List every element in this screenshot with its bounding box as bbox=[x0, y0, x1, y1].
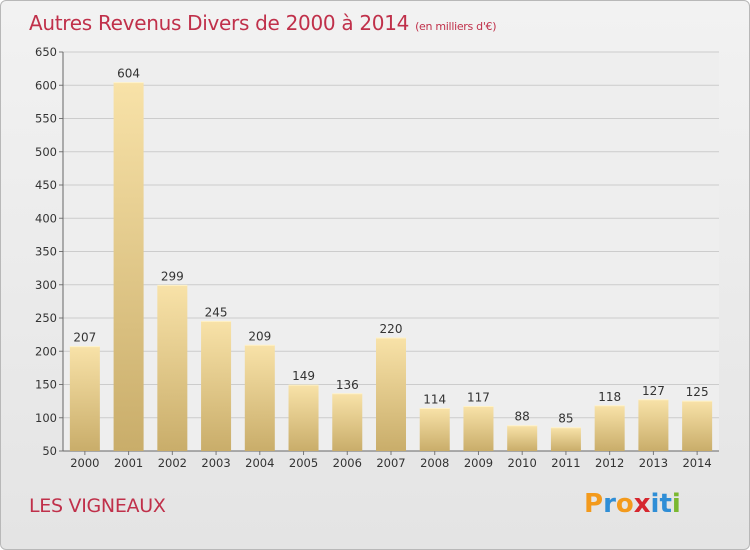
bar-value-label: 299 bbox=[161, 269, 184, 283]
logo-letter: i bbox=[650, 489, 660, 519]
x-tick-label: 2009 bbox=[464, 456, 493, 470]
bar-value-label: 88 bbox=[515, 410, 530, 424]
bar bbox=[201, 321, 232, 451]
x-tick-label: 2014 bbox=[682, 456, 711, 470]
bar bbox=[638, 399, 669, 451]
y-tick-label: 600 bbox=[35, 78, 57, 92]
bar-value-label: 149 bbox=[292, 369, 315, 383]
y-tick-label: 150 bbox=[35, 378, 57, 392]
bar-value-label: 127 bbox=[642, 384, 665, 398]
bar bbox=[244, 345, 275, 451]
bar-value-label: 85 bbox=[558, 412, 573, 426]
y-tick-label: 400 bbox=[35, 211, 57, 225]
y-tick-label: 550 bbox=[35, 112, 57, 126]
bar bbox=[419, 408, 450, 451]
y-tick-label: 300 bbox=[35, 278, 57, 292]
chart-title: Autres Revenus Divers de 2000 à 2014 (en … bbox=[29, 11, 497, 35]
x-tick-label: 2007 bbox=[376, 456, 405, 470]
bar-value-label: 209 bbox=[248, 329, 271, 343]
x-tick-label: 2006 bbox=[333, 456, 362, 470]
bar-value-label: 245 bbox=[205, 305, 228, 319]
logo-letter: x bbox=[633, 489, 651, 519]
y-tick-label: 200 bbox=[35, 344, 57, 358]
bar bbox=[113, 82, 144, 451]
logo-letter: P bbox=[584, 489, 604, 519]
bar-value-label: 125 bbox=[686, 385, 709, 399]
logo-letter: t bbox=[659, 489, 672, 519]
bar bbox=[594, 405, 625, 451]
chart-subtitle: (en milliers d'€) bbox=[415, 20, 497, 33]
x-tick-label: 2005 bbox=[289, 456, 318, 470]
y-tick-label: 650 bbox=[35, 45, 57, 59]
bar bbox=[69, 346, 100, 451]
x-tick-label: 2012 bbox=[595, 456, 624, 470]
x-tick-label: 2008 bbox=[420, 456, 449, 470]
bar-value-label: 220 bbox=[380, 322, 403, 336]
x-tick-label: 2001 bbox=[114, 456, 143, 470]
bar-value-label: 117 bbox=[467, 390, 490, 404]
bar bbox=[332, 393, 363, 451]
y-tick-label: 350 bbox=[35, 245, 57, 259]
bar-value-label: 136 bbox=[336, 378, 359, 392]
proxiti-logo: Proxiti bbox=[584, 489, 681, 519]
location-label: LES VIGNEAUX bbox=[29, 495, 166, 517]
chart-title-text: Autres Revenus Divers de 2000 à 2014 bbox=[29, 11, 410, 35]
bar-value-label: 207 bbox=[73, 331, 96, 345]
bar-value-label: 118 bbox=[598, 390, 621, 404]
bar-value-label: 604 bbox=[117, 67, 140, 81]
bar bbox=[682, 401, 713, 451]
x-tick-label: 2003 bbox=[201, 456, 230, 470]
logo-letter: r bbox=[603, 489, 616, 519]
logo-letter: o bbox=[615, 489, 634, 519]
x-tick-label: 2000 bbox=[70, 456, 99, 470]
bar bbox=[376, 337, 406, 451]
bar bbox=[288, 385, 319, 451]
bar bbox=[550, 427, 581, 451]
x-tick-label: 2004 bbox=[245, 456, 274, 470]
x-tick-label: 2002 bbox=[158, 456, 187, 470]
x-tick-label: 2010 bbox=[508, 456, 537, 470]
bar bbox=[507, 425, 538, 451]
bar bbox=[463, 406, 494, 451]
y-tick-label: 100 bbox=[35, 411, 57, 425]
bar-value-label: 114 bbox=[423, 392, 446, 406]
x-tick-label: 2011 bbox=[551, 456, 580, 470]
bar bbox=[157, 285, 188, 451]
y-tick-label: 50 bbox=[42, 444, 57, 458]
y-tick-label: 250 bbox=[35, 311, 57, 325]
y-tick-label: 500 bbox=[35, 145, 57, 159]
x-tick-label: 2013 bbox=[639, 456, 668, 470]
logo-letter: i bbox=[671, 489, 681, 519]
y-tick-label: 450 bbox=[35, 178, 57, 192]
